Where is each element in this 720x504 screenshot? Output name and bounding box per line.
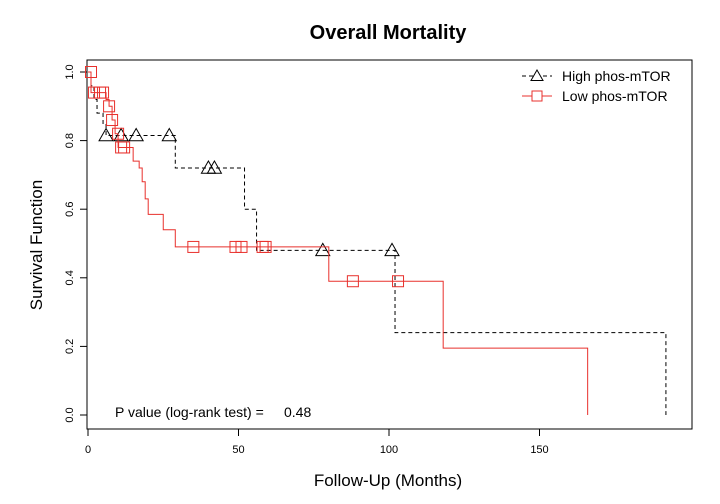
legend-label-high: High phos-mTOR <box>562 68 671 84</box>
x-tick-label: 0 <box>85 444 91 456</box>
censor-mark-low <box>229 240 242 253</box>
y-tick-label: 1.0 <box>64 64 76 79</box>
series-line-low <box>88 71 589 415</box>
x-tick-label: 150 <box>530 444 548 456</box>
y-tick-label: 0.8 <box>64 133 76 148</box>
legend-marker-high <box>530 68 544 81</box>
y-tick-label: 0.2 <box>64 339 76 354</box>
x-axis-label: Follow-Up (Months) <box>314 471 462 490</box>
censor-mark-high <box>314 242 331 257</box>
censor-mark-high <box>98 127 114 142</box>
x-tick-label: 50 <box>232 444 244 456</box>
pvalue-value: 0.48 <box>284 404 311 420</box>
plot-frame <box>86 59 693 430</box>
censor-mark-low <box>392 275 405 288</box>
censor-mark-high <box>384 242 400 257</box>
censor-mark-high <box>128 127 145 142</box>
y-tick-label: 0.6 <box>64 202 76 217</box>
series-layer <box>85 66 667 415</box>
censor-mark-low <box>103 100 116 113</box>
series-line-high <box>88 71 667 415</box>
censor-mark-low <box>118 141 131 154</box>
x-axis: 0 50 100 150 <box>85 429 549 456</box>
censor-mark-low <box>97 86 110 99</box>
legend-label-low: Low phos-mTOR <box>562 88 668 104</box>
censor-mark-high <box>206 160 223 174</box>
censor-mark-low <box>88 86 101 99</box>
censor-mark-low <box>106 114 119 127</box>
censor-mark-low <box>85 66 98 78</box>
censor-mark-low <box>187 240 200 253</box>
y-tick-label: 0.4 <box>64 270 76 285</box>
chart-title: Overall Mortality <box>310 22 468 44</box>
censor-mark-high <box>161 127 178 142</box>
censor-mark-low <box>235 240 248 253</box>
y-tick-label: 0.0 <box>64 407 76 422</box>
y-axis-label: Survival Function <box>27 180 46 310</box>
censor-mark-low <box>346 275 359 288</box>
pvalue-label: P value (log-rank test) = <box>115 404 264 420</box>
y-axis: 0.0 0.2 0.4 0.6 0.8 1.0 <box>64 64 87 423</box>
legend: High phos-mTOR Low phos-mTOR <box>522 68 671 104</box>
x-tick-label: 100 <box>380 444 398 456</box>
censor-mark-low <box>112 127 125 140</box>
legend-marker-low <box>531 90 543 102</box>
censor-mark-low <box>259 240 272 253</box>
